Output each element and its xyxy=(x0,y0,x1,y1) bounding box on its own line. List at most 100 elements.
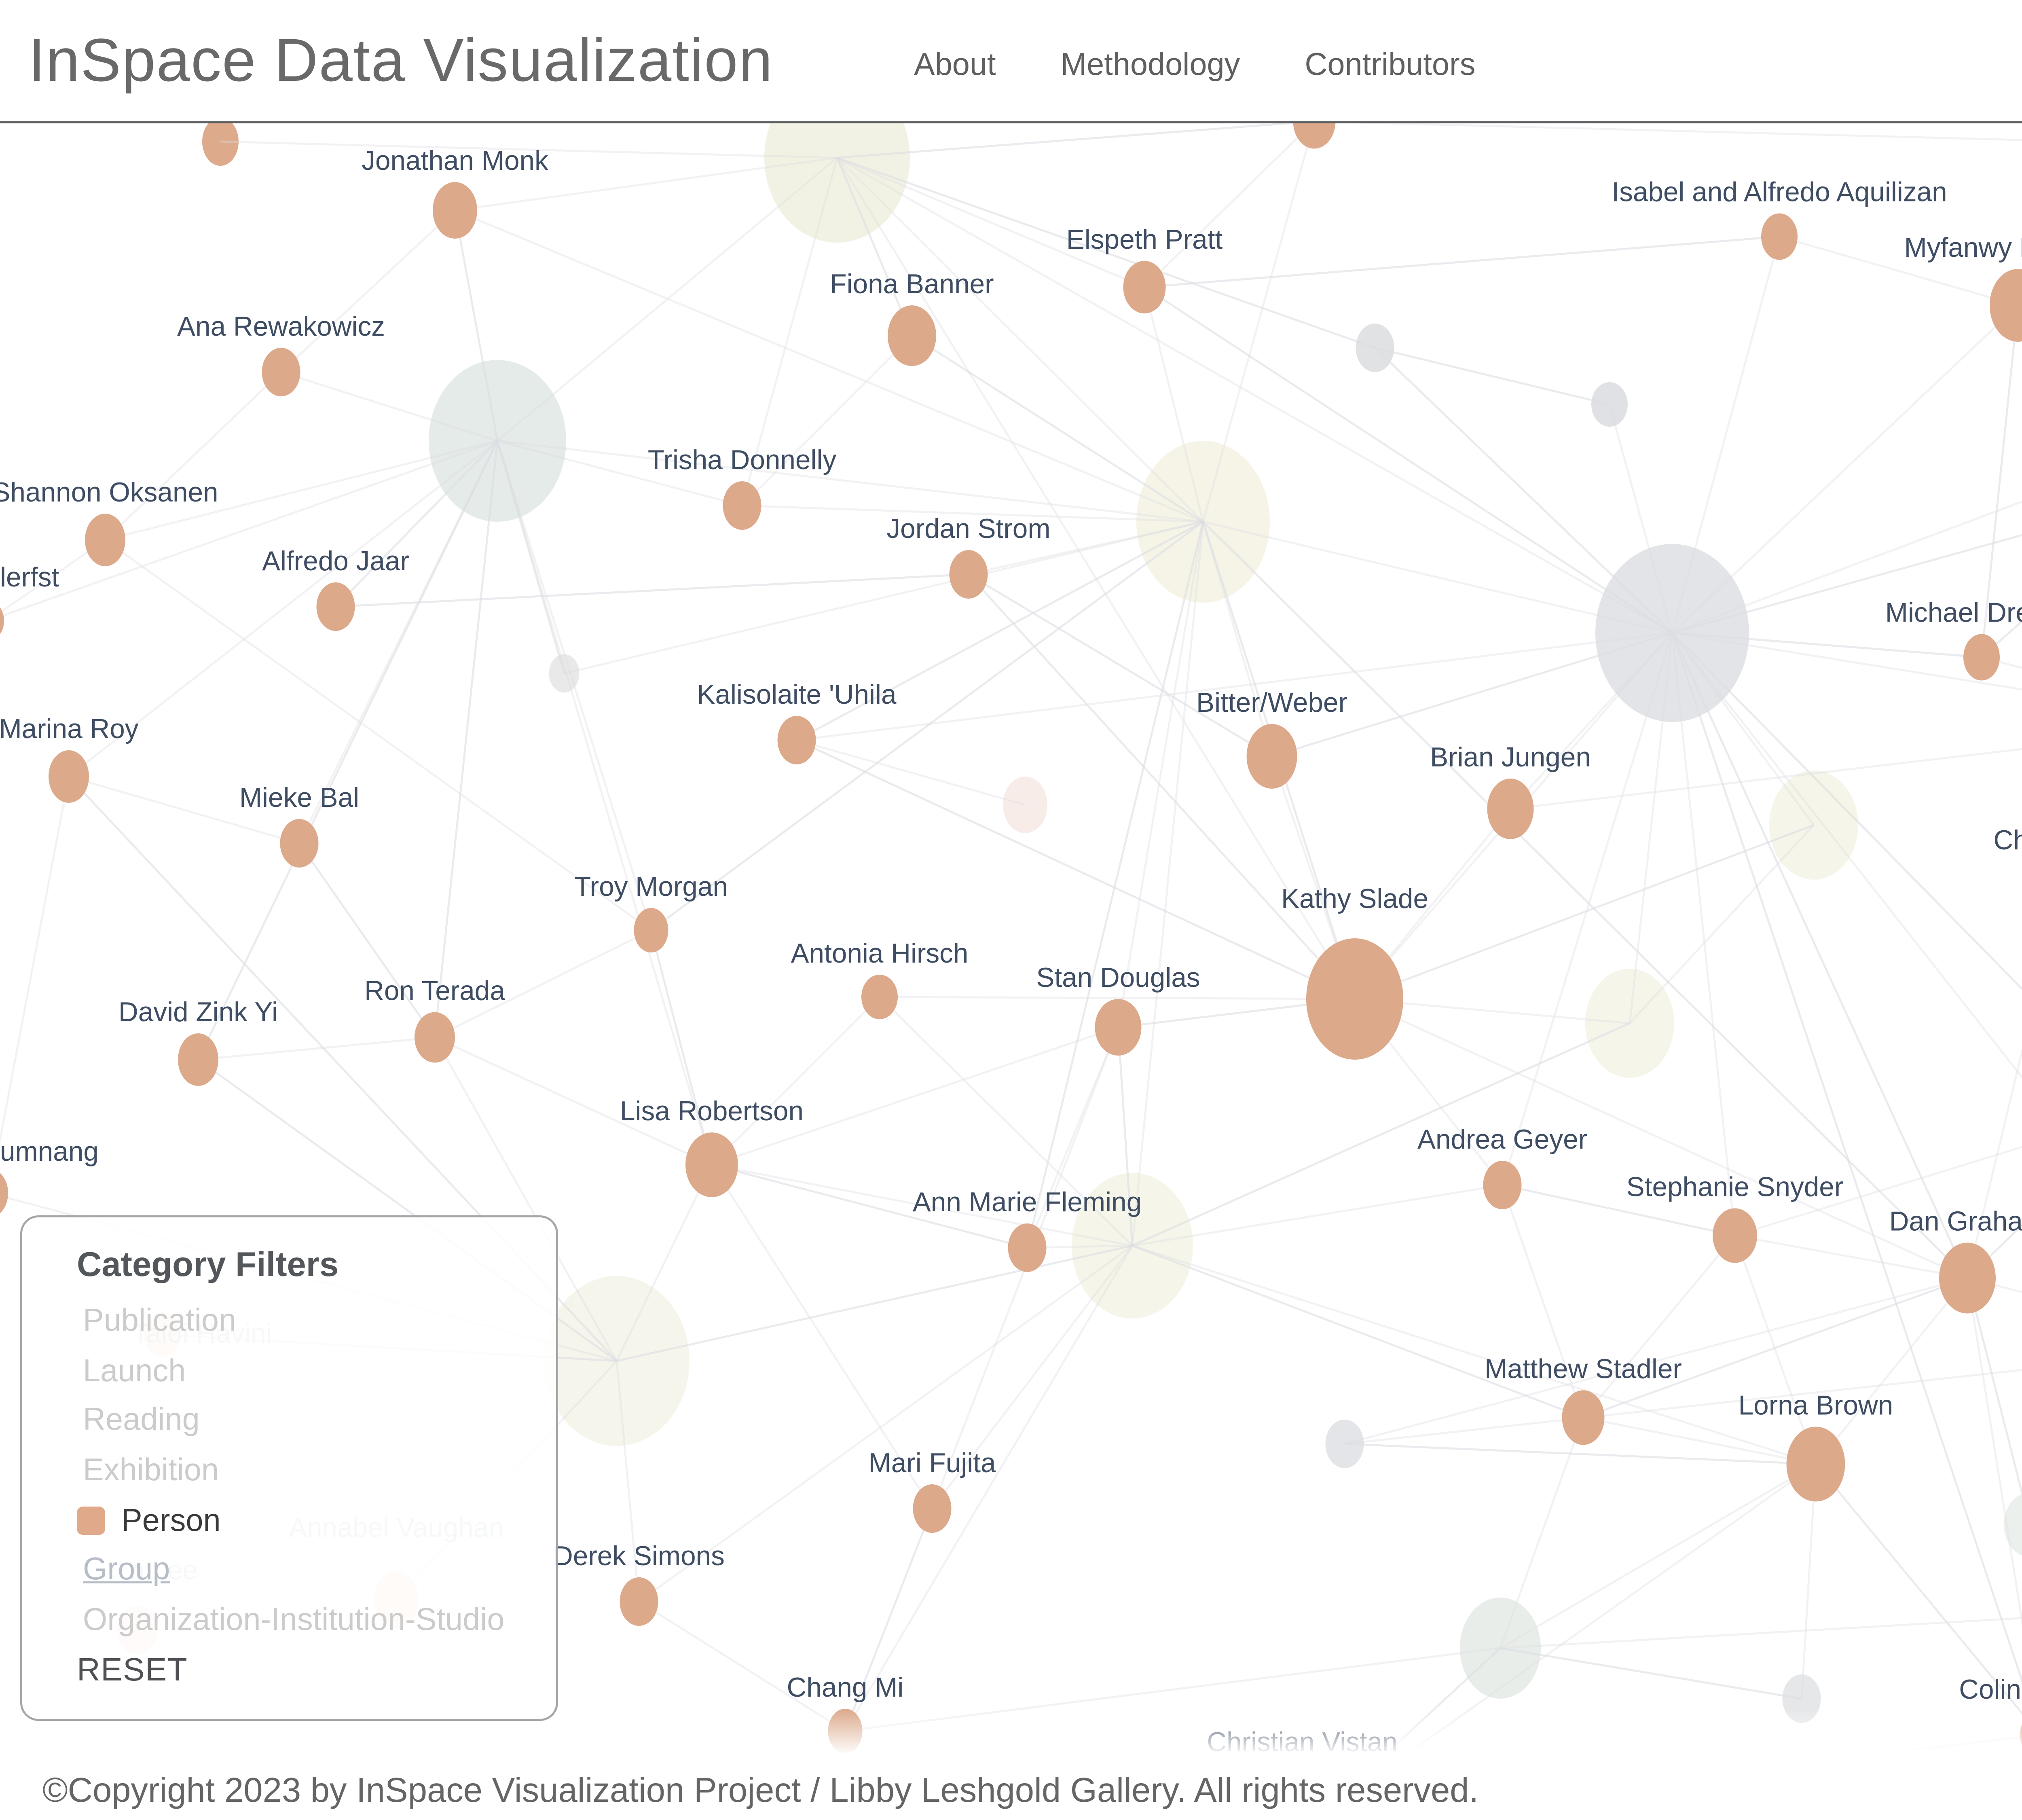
graph-edge xyxy=(968,574,1356,1000)
graph-edge xyxy=(1966,1278,2022,1627)
graph-node[interactable] xyxy=(861,975,898,1019)
filter-item-organization-institution-studio[interactable]: Organization-Institution-Studio xyxy=(22,1597,556,1646)
nav-item-contributors[interactable]: Contributors xyxy=(1305,49,1476,83)
graph-node[interactable] xyxy=(888,305,936,366)
node-label: Brian Jungen xyxy=(1430,742,1591,772)
graph-node[interactable] xyxy=(949,550,988,599)
graph-node[interactable] xyxy=(1939,1242,1996,1314)
graph-node[interactable] xyxy=(1786,1426,1845,1502)
graph-edge xyxy=(1374,347,1673,634)
decor-node xyxy=(202,117,239,166)
graph-edge xyxy=(1354,998,1968,1279)
graph-node[interactable] xyxy=(1562,1390,1605,1445)
graph-node[interactable] xyxy=(1990,269,2022,342)
graph-node[interactable] xyxy=(316,582,355,631)
graph-node[interactable] xyxy=(1306,938,1403,1060)
graph-node[interactable] xyxy=(1761,213,1798,260)
graph-edge xyxy=(1132,1184,1503,1247)
node-label: Christa Min xyxy=(1993,825,2022,855)
graph-edge xyxy=(837,157,1145,288)
node-label: David Zink Yi xyxy=(118,997,278,1027)
graph-edge xyxy=(497,440,742,507)
graph-node[interactable] xyxy=(1713,1208,1757,1263)
graph-edge xyxy=(1672,632,1982,658)
graph-node[interactable] xyxy=(433,182,477,239)
graph-edge xyxy=(1608,404,1673,633)
reset-button[interactable]: RESET xyxy=(77,1654,188,1689)
graph-node[interactable] xyxy=(1963,634,2000,681)
graph-node[interactable] xyxy=(777,716,816,764)
nav-item-about[interactable]: About xyxy=(914,49,996,83)
node-label: Troy Morgan xyxy=(574,872,728,902)
graph-edge xyxy=(564,521,1203,675)
graph-node[interactable] xyxy=(49,750,89,803)
node-label: Myfanwy MacLeod xyxy=(1904,233,2022,263)
nav-item-methodology[interactable]: Methodology xyxy=(1060,49,1240,83)
filter-item-group[interactable]: Group xyxy=(22,1547,556,1597)
graph-node[interactable] xyxy=(178,1033,218,1086)
graph-edge xyxy=(455,157,838,212)
graph-edge xyxy=(837,120,1315,159)
graph-edge xyxy=(1672,534,2022,634)
graph-node[interactable] xyxy=(280,819,319,868)
graph-node[interactable] xyxy=(1483,1161,1522,1209)
graph-edge xyxy=(1314,120,2022,141)
graph-node[interactable] xyxy=(262,348,300,396)
graph-edge xyxy=(1981,620,2022,658)
graph-node[interactable] xyxy=(1008,1223,1047,1272)
graph-edge xyxy=(1132,1244,1816,1465)
graph-edge xyxy=(434,440,499,1038)
filter-list: Publication Launch Reading Exhibition Person… xyxy=(22,1298,556,1646)
graph-edge xyxy=(615,1164,713,1362)
node-label: Lorna Brown xyxy=(1739,1390,1893,1421)
graph-node[interactable] xyxy=(415,1012,455,1063)
graph-edge xyxy=(335,573,969,608)
graph-edge xyxy=(1499,1417,1584,1649)
graph-edge xyxy=(298,440,499,844)
person-color-swatch xyxy=(77,1507,105,1536)
graph-node[interactable] xyxy=(620,1577,658,1626)
node-label: Alfredo Jaar xyxy=(262,546,409,576)
graph-edge xyxy=(1800,1464,1817,1699)
graph-edge xyxy=(1132,1244,1584,1419)
graph-edge xyxy=(335,440,498,607)
graph-edge xyxy=(968,521,1203,576)
filter-item-exhibition[interactable]: Exhibition xyxy=(22,1448,556,1497)
graph-node[interactable] xyxy=(913,1484,952,1533)
graph-edge xyxy=(1671,633,2022,1684)
filter-item-reading[interactable]: Reading xyxy=(22,1398,556,1448)
graph-node[interactable] xyxy=(723,481,761,530)
graph-node[interactable] xyxy=(1246,724,1297,789)
graph-edge xyxy=(1583,1416,1816,1465)
filter-item-person[interactable]: Person xyxy=(22,1497,556,1547)
graph-edge xyxy=(1672,500,2022,634)
graph-node[interactable] xyxy=(1487,779,1534,839)
graph-edge xyxy=(1501,633,1673,1185)
graph-edge xyxy=(836,157,1204,523)
graph-node[interactable] xyxy=(1123,261,1166,313)
graph-edge xyxy=(836,157,1356,1000)
graph-edge xyxy=(1026,521,1204,1248)
graph-edge xyxy=(1815,1277,1968,1465)
graph-edge xyxy=(844,1245,1134,1732)
graph-node[interactable] xyxy=(685,1132,738,1197)
graph-edge xyxy=(496,440,713,1165)
node-label: Mari Fujita xyxy=(868,1448,996,1478)
graph-edge xyxy=(104,539,652,931)
graph-edge xyxy=(616,1244,1133,1362)
graph-node[interactable] xyxy=(85,514,125,566)
node-label: Matthew Stadler xyxy=(1485,1354,1682,1384)
graph-edge xyxy=(968,573,1273,758)
graph-edge xyxy=(879,996,1133,1246)
graph-edge xyxy=(711,1026,1119,1166)
graph-node[interactable] xyxy=(0,1169,8,1217)
graph-node[interactable] xyxy=(1095,999,1142,1056)
graph-node[interactable] xyxy=(634,908,668,952)
graph-edge xyxy=(197,440,499,1060)
graph-node[interactable] xyxy=(0,601,4,641)
filter-item-publication[interactable]: Publication xyxy=(22,1298,556,1348)
graph-edge xyxy=(741,157,838,506)
filter-item-launch[interactable]: Launch xyxy=(22,1348,556,1398)
decor-node xyxy=(1003,777,1047,833)
